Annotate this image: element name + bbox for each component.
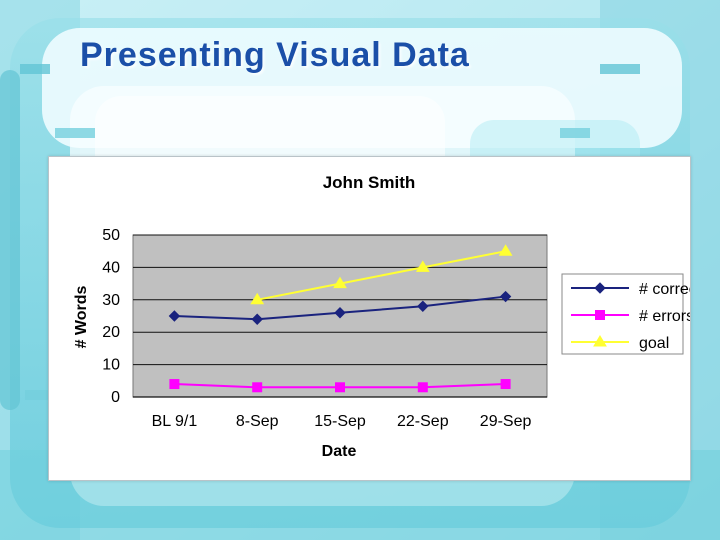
y-tick-label: 50 (102, 227, 120, 244)
data-point-errors (252, 382, 263, 393)
data-point-errors (335, 382, 345, 393)
legend-items: # correct # errors goal (571, 281, 690, 352)
x-tick-label: 29-Sep (480, 413, 532, 430)
data-point-correct (334, 307, 346, 319)
legend-label: goal (639, 335, 669, 352)
legend-label: # correct (639, 281, 690, 298)
chart-panel: John Smith 0 10 20 30 40 50 BL 9/1 8-Sep 15-Sep… (48, 156, 691, 481)
y-tick-label: 10 (102, 357, 120, 374)
x-tick-label: BL 9/1 (152, 413, 198, 430)
series-markers (168, 244, 513, 393)
data-point-correct (499, 290, 512, 303)
series-line-goal (256, 250, 507, 301)
x-tick-label: 22-Sep (397, 413, 449, 430)
data-point-goal (333, 276, 347, 289)
x-axis-title: Date (322, 443, 357, 460)
page-title: Presenting Visual Data (80, 36, 470, 74)
data-point-errors (169, 379, 180, 390)
line-chart: John Smith 0 10 20 30 40 50 BL 9/1 8-Sep 15-Sep… (73, 173, 690, 460)
chart-title: John Smith (323, 173, 416, 192)
x-axis-tick-labels: BL 9/1 8-Sep 15-Sep 22-Sep 29-Sep (152, 413, 532, 430)
data-point-correct (251, 313, 263, 325)
x-tick-label: 15-Sep (314, 413, 366, 430)
data-point-errors (500, 379, 511, 390)
y-axis-tick-labels: 0 10 20 30 40 50 (102, 227, 120, 406)
legend-marker (593, 335, 607, 347)
y-axis-title: # Words (73, 285, 90, 348)
legend-label: # errors (639, 308, 690, 325)
data-point-errors (417, 382, 428, 393)
legend: # correct # errors goal (561, 273, 690, 355)
legend-marker (594, 282, 606, 294)
data-point-goal (250, 292, 265, 305)
data-point-correct (417, 300, 429, 312)
data-point-goal (498, 244, 513, 256)
data-point-correct (168, 310, 181, 322)
plot-area-group: 0 10 20 30 40 50 BL 9/1 8-Sep 15-Sep 22-Sep 29-Se… (102, 227, 548, 430)
y-tick-label: 40 (102, 259, 120, 276)
y-tick-label: 20 (102, 324, 120, 341)
y-tick-label: 0 (111, 389, 120, 406)
y-tick-label: 30 (102, 292, 120, 309)
x-tick-label: 8-Sep (236, 413, 279, 430)
data-point-goal (415, 260, 430, 272)
legend-marker (595, 310, 605, 320)
